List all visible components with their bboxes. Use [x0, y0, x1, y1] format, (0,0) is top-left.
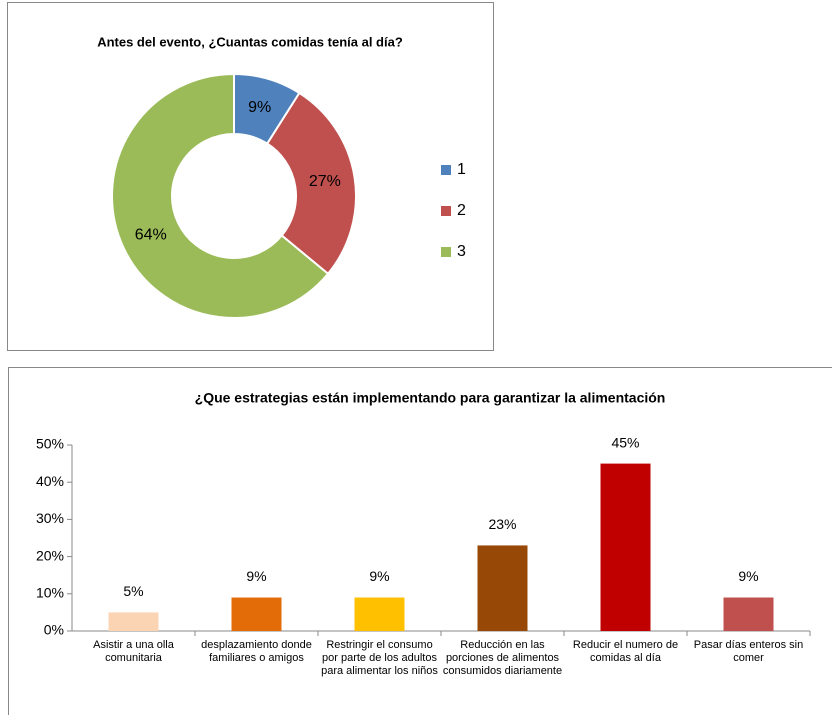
bar — [477, 545, 528, 631]
donut-slice — [265, 91, 357, 276]
bar — [231, 597, 282, 631]
x-tick-label: Reducir el numero de comidas al día — [572, 639, 679, 664]
x-tick-label: Pasar días enteros sin comer — [693, 639, 804, 664]
x-label-box: Reducir el numero de comidas al día — [572, 639, 679, 664]
legend-swatch — [441, 206, 451, 216]
chart-title: Antes del evento, ¿Cuantas comidas tenía… — [97, 34, 403, 49]
bar — [354, 597, 405, 631]
chart-frame — [8, 367, 832, 715]
data-label: 9% — [246, 568, 266, 584]
x-label-box: desplazamiento donde familiares o amigos — [201, 639, 312, 664]
y-tick-label: 30% — [36, 510, 64, 526]
x-label-box: Pasar días enteros sin comer — [693, 639, 804, 664]
x-tick-label: desplazamiento donde familiares o amigos — [201, 639, 312, 664]
y-tick-label: 0% — [44, 622, 64, 638]
data-label: 27% — [309, 173, 341, 190]
bar — [108, 612, 159, 631]
y-tick-label: 20% — [36, 547, 64, 563]
data-label: 64% — [135, 226, 167, 243]
legend-label: 2 — [457, 202, 466, 219]
legend-label: 3 — [457, 243, 466, 260]
x-tick-label: Asistir a una olla comunitaria — [93, 639, 174, 664]
x-label-box: Reducción en las porciones de alimentos … — [442, 639, 563, 677]
legend-swatch — [441, 165, 451, 175]
bar — [600, 463, 651, 631]
donut-slice — [111, 72, 330, 319]
data-label: 9% — [369, 568, 389, 584]
y-tick-label: 40% — [36, 473, 64, 489]
x-label-box: Restringir el consumo por parte de los a… — [321, 639, 438, 677]
donut-chart: Antes del evento, ¿Cuantas comidas tenía… — [7, 2, 494, 351]
bar-chart: ¿Que estrategias están implementando par… — [8, 367, 832, 715]
legend-label: 1 — [457, 161, 466, 178]
bar — [723, 597, 774, 631]
data-label: 45% — [611, 434, 639, 450]
legend-swatch — [441, 247, 451, 257]
x-tick-label: Reducción en las porciones de alimentos … — [442, 639, 563, 677]
x-label-box: Asistir a una olla comunitaria — [93, 639, 174, 664]
chart-title: ¿Que estrategias están implementando par… — [195, 390, 666, 406]
data-label: 9% — [248, 99, 271, 116]
y-tick-label: 10% — [36, 585, 64, 601]
data-label: 9% — [738, 568, 758, 584]
data-label: 23% — [488, 516, 516, 532]
y-tick-label: 50% — [36, 436, 64, 452]
data-label: 5% — [123, 583, 143, 599]
x-tick-label: Restringir el consumo por parte de los a… — [321, 639, 438, 677]
